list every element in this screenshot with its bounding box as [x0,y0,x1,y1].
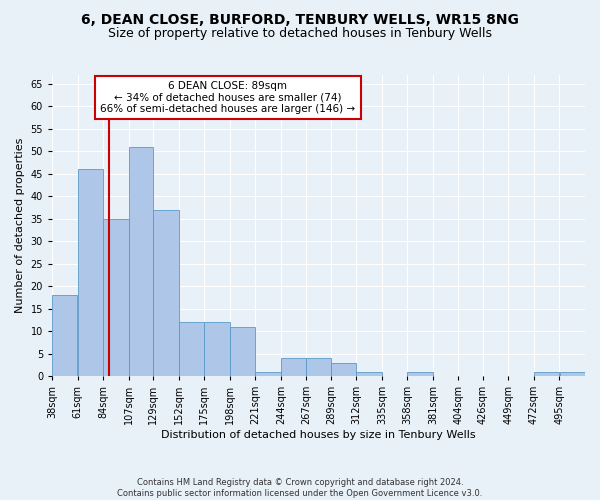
Text: 6 DEAN CLOSE: 89sqm
← 34% of detached houses are smaller (74)
66% of semi-detach: 6 DEAN CLOSE: 89sqm ← 34% of detached ho… [100,81,356,114]
Bar [560,372,585,376]
Text: Size of property relative to detached houses in Tenbury Wells: Size of property relative to detached ho… [108,28,492,40]
Bar [407,372,433,376]
Bar [52,295,77,376]
Bar [103,219,128,376]
Bar [230,326,255,376]
Bar [153,210,179,376]
Bar [534,372,559,376]
Y-axis label: Number of detached properties: Number of detached properties [15,138,25,313]
Text: 6, DEAN CLOSE, BURFORD, TENBURY WELLS, WR15 8NG: 6, DEAN CLOSE, BURFORD, TENBURY WELLS, W… [81,12,519,26]
Bar [281,358,306,376]
Text: Contains HM Land Registry data © Crown copyright and database right 2024.
Contai: Contains HM Land Registry data © Crown c… [118,478,482,498]
Bar [331,362,356,376]
Bar [205,322,230,376]
Bar [179,322,204,376]
Bar [256,372,281,376]
Bar [307,358,331,376]
Bar [356,372,382,376]
X-axis label: Distribution of detached houses by size in Tenbury Wells: Distribution of detached houses by size … [161,430,476,440]
Bar [129,147,153,376]
Bar [78,170,103,376]
